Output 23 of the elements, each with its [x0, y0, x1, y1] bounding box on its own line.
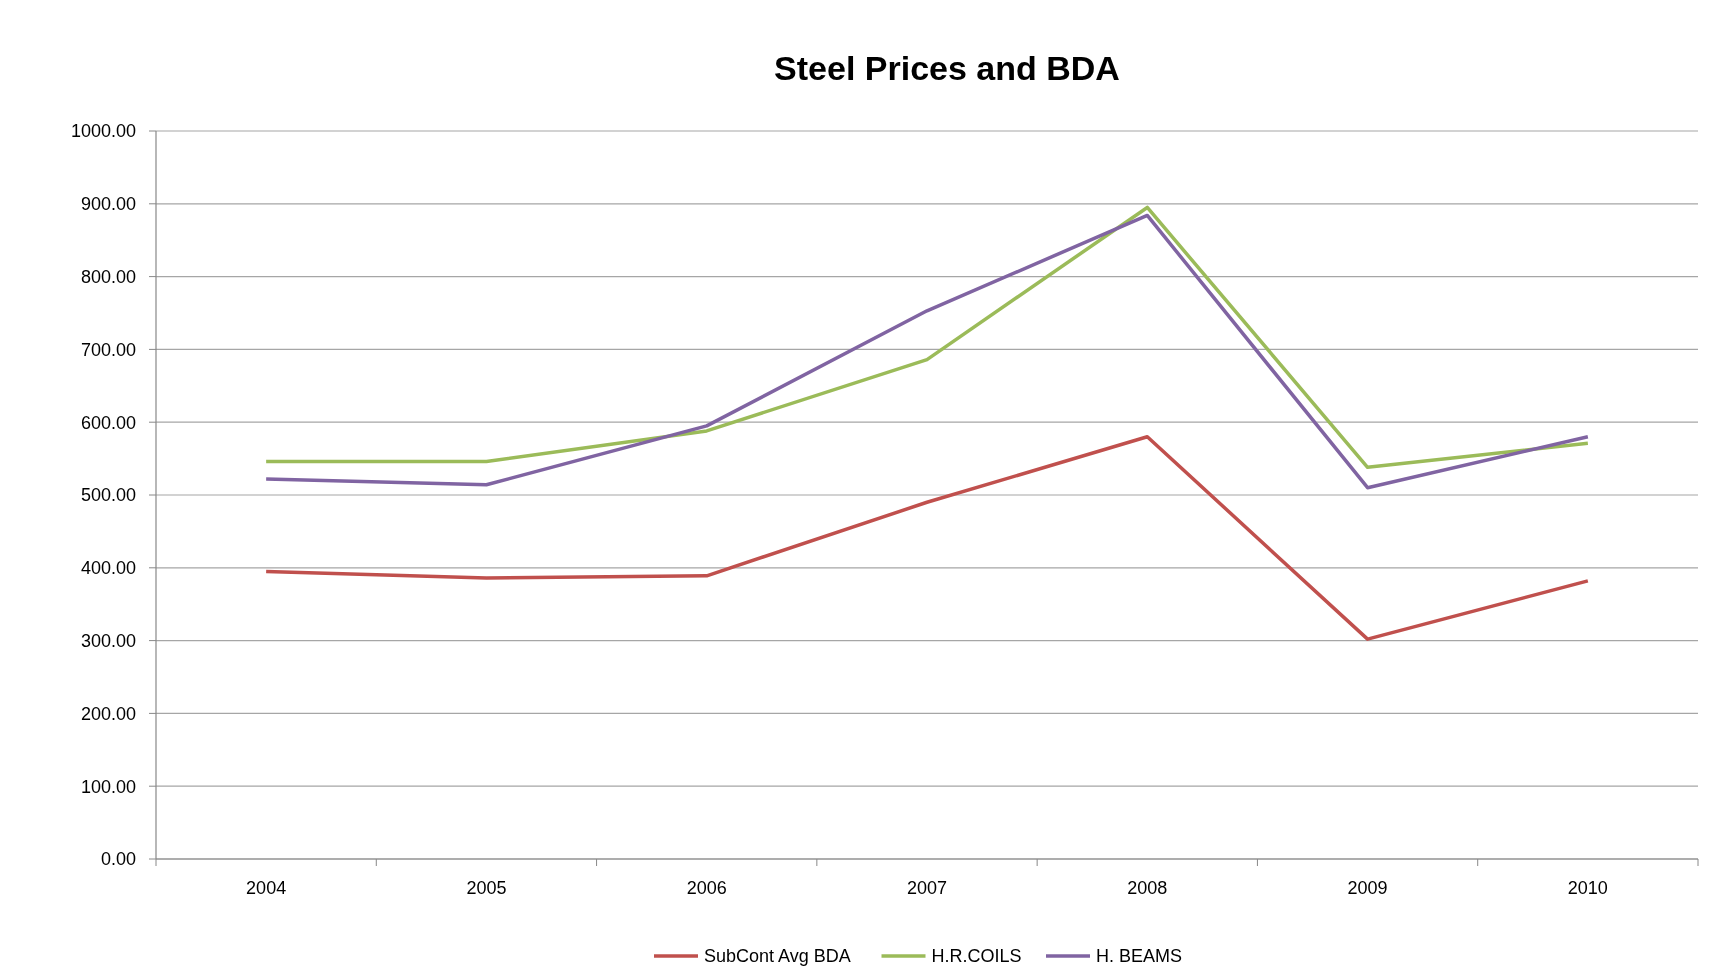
y-tick-label: 100.00 — [80, 776, 136, 797]
x-tick-label: 2005 — [466, 878, 507, 898]
chart-title: Steel Prices and BDA — [774, 49, 1120, 87]
x-tick-label: 2007 — [906, 878, 948, 898]
y-tick-label: 300.00 — [80, 630, 136, 651]
y-tick-label: 800.00 — [80, 266, 136, 287]
y-tick-label: 700.00 — [80, 339, 136, 360]
line-series — [264, 435, 1590, 641]
x-tick-label: 2006 — [686, 878, 727, 898]
x-tick-label: 2004 — [246, 878, 287, 898]
y-tick-label: 600.00 — [80, 412, 136, 433]
y-tick-label: 1000.00 — [70, 121, 136, 142]
legend-label: SubCont Avg BDA — [704, 946, 851, 967]
x-tick-label: 2010 — [1567, 878, 1608, 898]
y-tick-label: 500.00 — [80, 485, 136, 506]
y-tick-label: 200.00 — [80, 703, 136, 724]
y-tick-label: 900.00 — [80, 194, 136, 215]
legend-label: H. BEAMS — [1096, 946, 1183, 967]
x-tick-label: 2008 — [1127, 878, 1168, 898]
legend-label: H.R.COILS — [931, 946, 1022, 967]
y-tick-label: 400.00 — [80, 558, 136, 579]
y-tick-label: 0.00 — [100, 849, 136, 870]
x-tick-label: 2009 — [1347, 878, 1388, 898]
